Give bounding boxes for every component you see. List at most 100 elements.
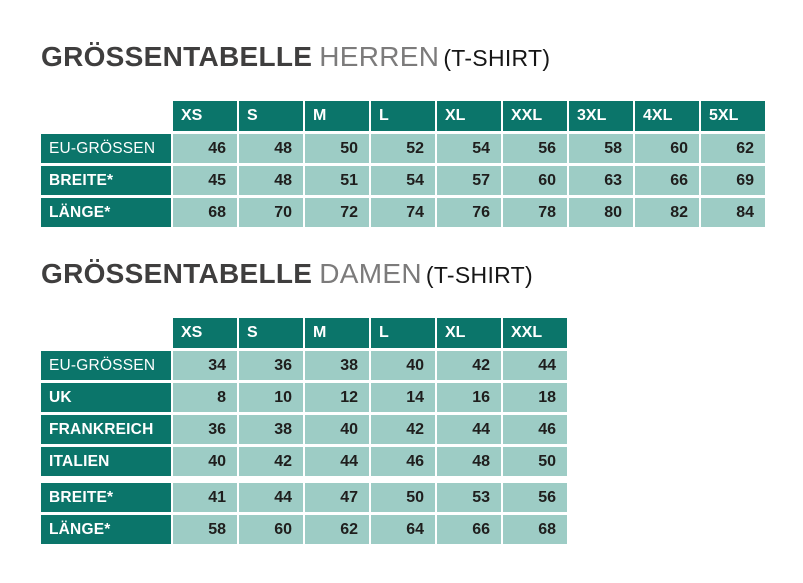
table-header-row: XS S M L XL XXL: [41, 318, 803, 348]
size-value: 42: [371, 415, 435, 444]
title-main: GRÖSSENTABELLE: [41, 258, 313, 289]
size-value: 58: [173, 515, 237, 544]
size-value: 40: [305, 415, 369, 444]
size-value: 78: [503, 198, 567, 227]
header-spacer: [41, 101, 171, 130]
size-value: 42: [239, 447, 303, 476]
row-label: BREITE*: [41, 483, 171, 512]
size-value: 46: [503, 415, 567, 444]
title-suffix: (T-SHIRT): [425, 262, 533, 288]
size-value: 47: [305, 483, 369, 512]
row-label: LÄNGE*: [41, 198, 171, 227]
size-value: 38: [305, 351, 369, 380]
size-value: 66: [635, 166, 699, 195]
size-value: 64: [371, 515, 435, 544]
title-main: GRÖSSENTABELLE: [41, 41, 313, 72]
column-header: XS: [173, 318, 237, 348]
size-table-herren: XS S M L XL XXL 3XL 4XL 5XL EU-GRÖSSEN 46 48 50 52 54 5…: [41, 101, 803, 227]
size-value: 45: [173, 166, 237, 195]
size-value: 56: [503, 483, 567, 512]
size-value: 76: [437, 198, 501, 227]
size-value: 14: [371, 383, 435, 412]
size-value: 56: [503, 134, 567, 163]
size-value: 41: [173, 483, 237, 512]
size-value: 52: [371, 134, 435, 163]
size-value: 74: [371, 198, 435, 227]
column-header: XXL: [503, 318, 567, 348]
size-value: 53: [437, 483, 501, 512]
size-value: 62: [305, 515, 369, 544]
size-value: 54: [371, 166, 435, 195]
size-value: 60: [239, 515, 303, 544]
size-value: 84: [701, 198, 765, 227]
size-value: 44: [239, 483, 303, 512]
size-value: 68: [173, 198, 237, 227]
table-row: BREITE* 41 44 47 50 53 56: [41, 483, 803, 512]
row-label: UK: [41, 383, 171, 412]
table-row: FRANKREICH 36 38 40 42 44 46: [41, 415, 803, 444]
size-value: 68: [503, 515, 567, 544]
size-value: 34: [173, 351, 237, 380]
column-header: 4XL: [635, 101, 699, 131]
size-value: 44: [305, 447, 369, 476]
column-header: S: [239, 101, 303, 131]
column-header: 3XL: [569, 101, 633, 131]
column-header: 5XL: [701, 101, 765, 131]
title-suffix: (T-SHIRT): [443, 45, 551, 71]
size-value: 69: [701, 166, 765, 195]
column-header: L: [371, 318, 435, 348]
column-header: L: [371, 101, 435, 131]
column-header: XXL: [503, 101, 567, 131]
size-value: 63: [569, 166, 633, 195]
size-value: 44: [503, 351, 567, 380]
size-value: 50: [371, 483, 435, 512]
column-header: M: [305, 101, 369, 131]
table-row: EU-GRÖSSEN 46 48 50 52 54 56 58 60 62: [41, 134, 803, 163]
size-value: 60: [635, 134, 699, 163]
row-label: ITALIEN: [41, 447, 171, 476]
table-title-herren: GRÖSSENTABELLE HERREN (T-SHIRT): [41, 40, 803, 75]
title-gender: DAMEN: [319, 258, 422, 289]
size-value: 54: [437, 134, 501, 163]
column-header: XL: [437, 101, 501, 131]
size-value: 10: [239, 383, 303, 412]
size-value: 40: [371, 351, 435, 380]
row-label: BREITE*: [41, 166, 171, 195]
size-value: 80: [569, 198, 633, 227]
size-value: 50: [503, 447, 567, 476]
row-label: EU-GRÖSSEN: [41, 351, 171, 380]
size-value: 12: [305, 383, 369, 412]
size-value: 48: [239, 166, 303, 195]
table-row: LÄNGE* 58 60 62 64 66 68: [41, 515, 803, 544]
size-value: 48: [239, 134, 303, 163]
row-label: FRANKREICH: [41, 415, 171, 444]
section-herren: GRÖSSENTABELLE HERREN (T-SHIRT) XS S M L XL XXL…: [41, 40, 803, 227]
size-value: 60: [503, 166, 567, 195]
column-header: XL: [437, 318, 501, 348]
size-value: 42: [437, 351, 501, 380]
row-label: LÄNGE*: [41, 515, 171, 544]
size-value: 46: [371, 447, 435, 476]
row-label: EU-GRÖSSEN: [41, 134, 171, 163]
table-row: BREITE* 45 48 51 54 57 60 63 66 69: [41, 166, 803, 195]
table-title-damen: GRÖSSENTABELLE DAMEN (T-SHIRT): [41, 257, 803, 292]
size-chart-page: GRÖSSENTABELLE HERREN (T-SHIRT) XS S M L XL XXL…: [41, 40, 803, 544]
size-value: 62: [701, 134, 765, 163]
size-value: 58: [569, 134, 633, 163]
section-damen: GRÖSSENTABELLE DAMEN (T-SHIRT) XS S M L XL XXL E…: [41, 257, 803, 544]
size-value: 40: [173, 447, 237, 476]
size-value: 50: [305, 134, 369, 163]
title-gender: HERREN: [319, 41, 440, 72]
size-value: 44: [437, 415, 501, 444]
column-header: M: [305, 318, 369, 348]
size-value: 36: [239, 351, 303, 380]
table-row: EU-GRÖSSEN 34 36 38 40 42 44: [41, 351, 803, 380]
size-value: 66: [437, 515, 501, 544]
table-header-row: XS S M L XL XXL 3XL 4XL 5XL: [41, 101, 803, 131]
size-value: 57: [437, 166, 501, 195]
size-value: 16: [437, 383, 501, 412]
table-row: ITALIEN 40 42 44 46 48 50: [41, 447, 803, 476]
size-value: 70: [239, 198, 303, 227]
size-value: 46: [173, 134, 237, 163]
table-row: LÄNGE* 68 70 72 74 76 78 80 82 84: [41, 198, 803, 227]
